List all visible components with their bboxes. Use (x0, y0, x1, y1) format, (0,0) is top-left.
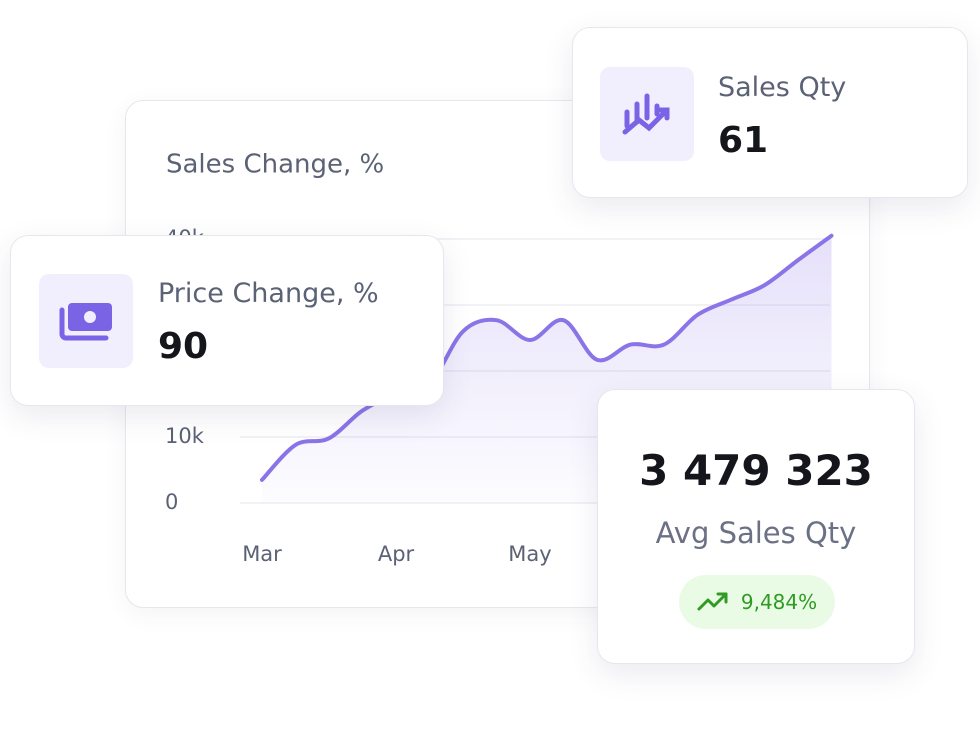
line (260, 233, 834, 482)
x-tick-label: Apr (378, 542, 415, 566)
y-tick-label: 0 (165, 490, 178, 514)
avg-label: Avg Sales Qty (655, 516, 857, 550)
card-value: 90 (158, 326, 209, 367)
card-label: Sales Qty (718, 72, 847, 103)
x-tick-label: Mar (242, 542, 282, 566)
card-value: 61 (718, 120, 769, 161)
price-card: Price Change, % 90 (10, 235, 444, 406)
avg-value: 3 479 323 (639, 446, 873, 495)
money-icon (39, 274, 133, 368)
avg-card: 3 479 323 Avg Sales Qty 9,484% (597, 389, 915, 664)
chart-icon (600, 67, 694, 161)
change-pill: 9,484% (679, 575, 835, 629)
card-label: Price Change, % (158, 278, 379, 309)
icon-graphic (59, 303, 112, 341)
trend-icon (697, 592, 728, 611)
x-tick-label: May (508, 542, 551, 566)
y-tick-label: 10k (165, 424, 205, 448)
chart-title: Sales Change, % (166, 150, 384, 180)
icon-graphic (622, 93, 670, 135)
sales-card: Sales Qty 61 (572, 27, 968, 198)
change-value: 9,484% (740, 590, 818, 614)
